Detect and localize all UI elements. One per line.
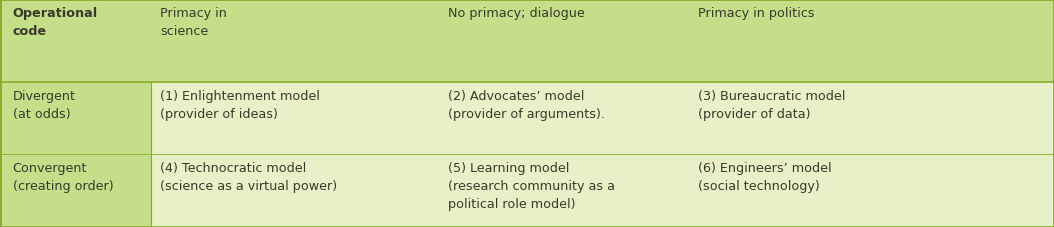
- Text: (6) Engineers’ model
(social technology): (6) Engineers’ model (social technology): [698, 162, 832, 192]
- Text: Divergent
(at odds): Divergent (at odds): [13, 90, 76, 121]
- Text: Convergent
(creating order): Convergent (creating order): [13, 162, 113, 192]
- Bar: [0, 0, 1054, 83]
- Text: (1) Enlightenment model
(provider of ideas): (1) Enlightenment model (provider of ide…: [160, 90, 320, 121]
- Text: No primacy; dialogue: No primacy; dialogue: [448, 7, 585, 20]
- Text: Primacy in
science: Primacy in science: [160, 7, 227, 38]
- Text: (3) Bureaucratic model
(provider of data): (3) Bureaucratic model (provider of data…: [698, 90, 845, 121]
- Bar: [151, 83, 1054, 155]
- Text: (5) Learning model
(research community as a
political role model): (5) Learning model (research community a…: [448, 162, 614, 210]
- Text: (4) Technocratic model
(science as a virtual power): (4) Technocratic model (science as a vir…: [160, 162, 337, 192]
- Text: Operational
code: Operational code: [13, 7, 98, 38]
- Text: (2) Advocates’ model
(provider of arguments).: (2) Advocates’ model (provider of argume…: [448, 90, 605, 121]
- Bar: [0, 155, 151, 227]
- Text: Primacy in politics: Primacy in politics: [698, 7, 815, 20]
- Bar: [151, 155, 1054, 227]
- Bar: [0, 83, 151, 155]
